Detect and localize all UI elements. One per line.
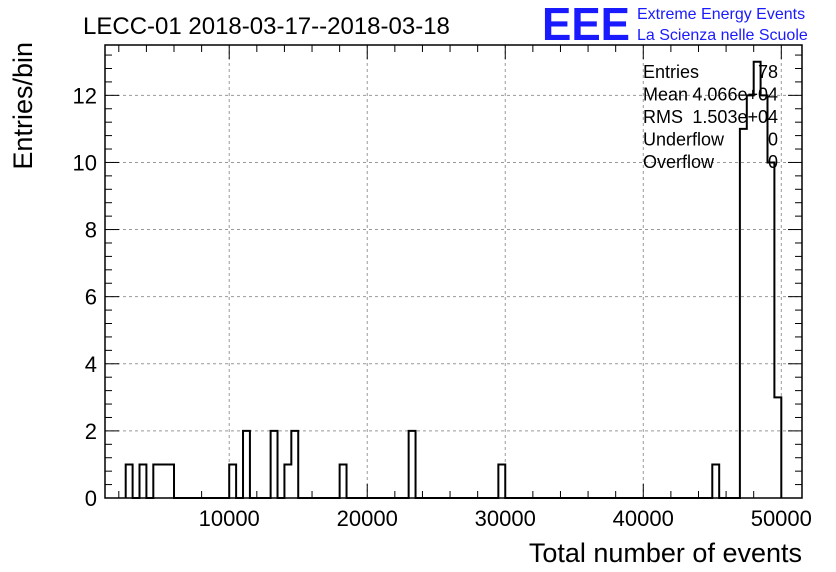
histogram-bin: [740, 129, 747, 498]
y-tick-label: 2: [85, 419, 97, 444]
histogram-bin: [229, 464, 236, 498]
histogram-bin: [774, 397, 781, 498]
y-tick-label: 4: [85, 352, 97, 377]
stats-label: Underflow: [643, 130, 725, 150]
x-tick-label: 30000: [475, 506, 536, 531]
histogram-bin: [271, 431, 278, 498]
x-tick-label: 10000: [199, 506, 260, 531]
stats-value: 78: [758, 62, 778, 82]
x-axis-label: Total number of events: [529, 538, 802, 568]
histogram-bin: [153, 464, 160, 498]
histogram-bin: [126, 464, 133, 498]
histogram-bin: [409, 431, 416, 498]
chart-title: LECC-01 2018-03-17--2018-03-18: [83, 13, 450, 40]
plot-frame: [104, 44, 803, 499]
grid-lines: [105, 45, 802, 498]
histogram-bin: [167, 464, 174, 498]
histogram-bin: [284, 464, 291, 498]
stats-label: RMS: [643, 107, 683, 127]
stats-value: 1.503e+04: [692, 107, 778, 127]
x-axis-ticks: 10000 20000 30000 40000 50000: [118, 45, 812, 531]
histogram-bin: [712, 464, 719, 498]
stats-value: 0: [768, 152, 778, 172]
stats-value: 0: [768, 130, 778, 150]
histogram-bin: [160, 464, 167, 498]
stats-label: Entries: [643, 62, 699, 82]
histogram-bin: [140, 464, 147, 498]
logo-mark: EEE: [542, 0, 630, 50]
histogram-bin: [754, 62, 761, 498]
stats-value: 4.066e+04: [692, 85, 778, 105]
y-tick-label: 0: [85, 486, 97, 511]
y-tick-label: 12: [73, 83, 97, 108]
stats-label: Mean: [643, 85, 688, 105]
histogram-bin: [498, 464, 505, 498]
histogram-bin: [291, 431, 298, 498]
x-tick-label: 40000: [613, 506, 674, 531]
stats-box: Entries 78 Mean 4.066e+04 RMS 1.503e+04 Underf…: [643, 62, 778, 172]
histogram-bin: [340, 464, 347, 498]
x-tick-label: 20000: [337, 506, 398, 531]
histogram-bars: [124, 60, 783, 499]
stats-label: Overflow: [643, 152, 715, 172]
histogram-bin: [767, 162, 774, 498]
x-tick-label: 50000: [751, 506, 812, 531]
y-axis-ticks: 0 2 4 6 8 10 12: [73, 54, 802, 511]
histogram-outline: [124, 60, 783, 499]
logo-line-1: Extreme Energy Events: [637, 6, 805, 23]
y-tick-label: 8: [85, 218, 97, 243]
histogram-bin: [243, 431, 250, 498]
logo-line-2: La Scienza nelle Scuole: [637, 27, 808, 44]
y-tick-label: 6: [85, 285, 97, 310]
eee-logo: EEE Extreme Energy Events La Scienza nel…: [542, 0, 808, 50]
y-tick-label: 10: [73, 150, 97, 175]
y-axis-label: Entries/bin: [8, 42, 38, 170]
